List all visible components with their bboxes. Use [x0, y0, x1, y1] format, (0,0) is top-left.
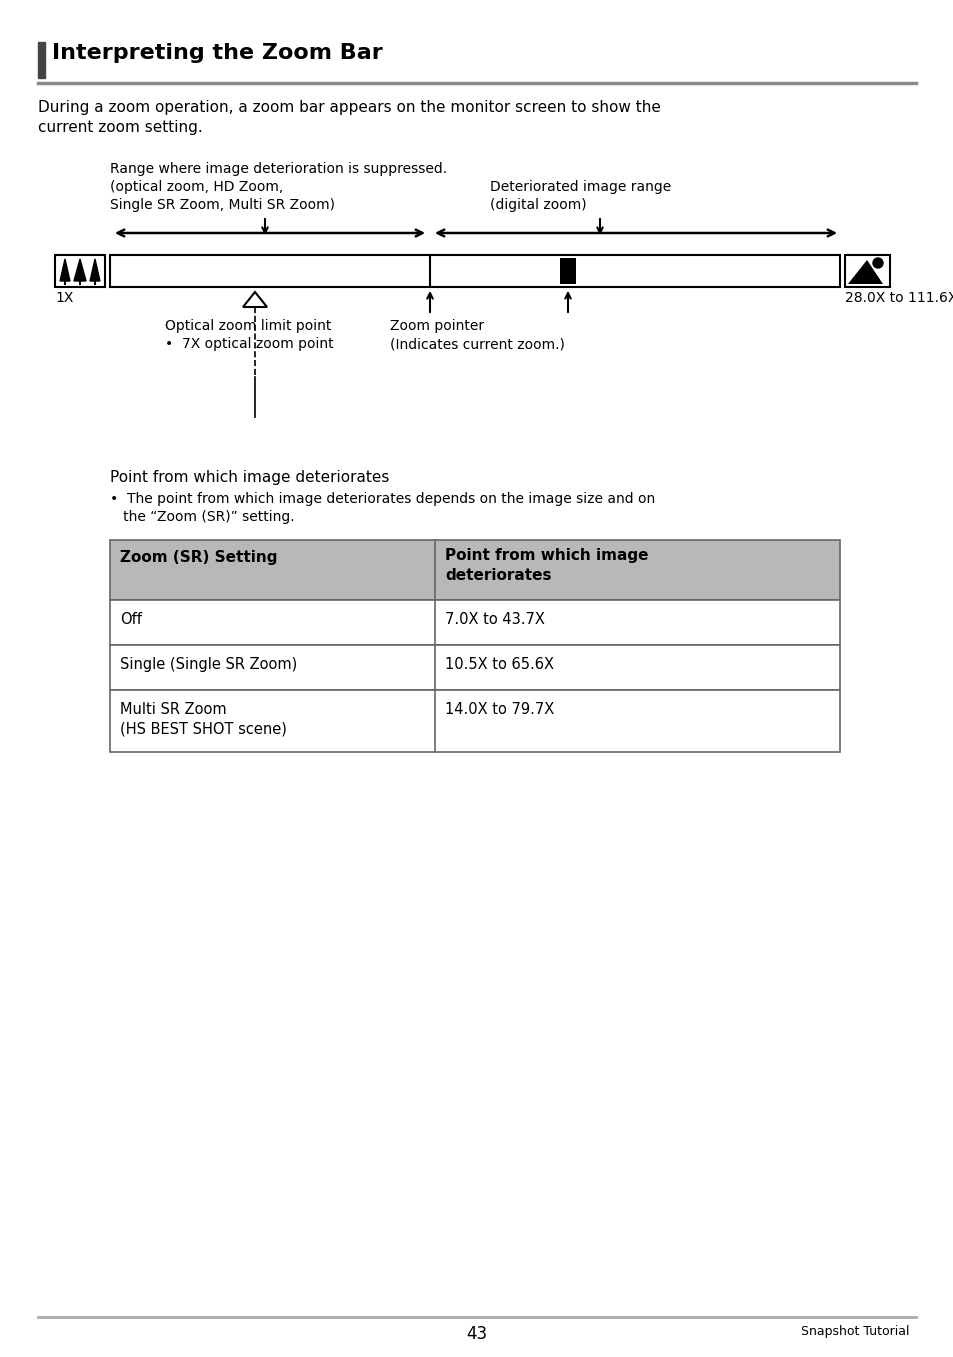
Text: 14.0X to 79.7X: 14.0X to 79.7X	[444, 702, 554, 716]
Text: 1X: 1X	[55, 290, 73, 305]
Polygon shape	[243, 292, 267, 307]
Text: (optical zoom, HD Zoom,: (optical zoom, HD Zoom,	[110, 180, 283, 194]
Text: Point from which image
deteriorates: Point from which image deteriorates	[444, 548, 648, 582]
Text: 43: 43	[466, 1324, 487, 1343]
Text: (digital zoom): (digital zoom)	[490, 198, 586, 212]
Bar	[110, 689, 840, 752]
Text: During a zoom operation, a zoom bar appears on the monitor screen to show the: During a zoom operation, a zoom bar appe…	[38, 100, 660, 115]
Text: Zoom pointer: Zoom pointer	[390, 319, 483, 332]
Text: current zoom setting.: current zoom setting.	[38, 119, 203, 134]
Text: Off: Off	[120, 612, 142, 627]
Polygon shape	[74, 259, 86, 281]
Text: 28.0X to 111.6X: 28.0X to 111.6X	[844, 290, 953, 305]
Bar	[559, 258, 576, 284]
Polygon shape	[847, 261, 882, 284]
Text: Interpreting the Zoom Bar: Interpreting the Zoom Bar	[52, 43, 382, 62]
Bar	[844, 255, 889, 286]
Text: Range where image deterioration is suppressed.: Range where image deterioration is suppr…	[110, 161, 447, 176]
Text: Point from which image deteriorates: Point from which image deteriorates	[110, 470, 389, 484]
Text: •  7X optical zoom point: • 7X optical zoom point	[165, 337, 334, 351]
Text: (Indicates current zoom.): (Indicates current zoom.)	[390, 337, 564, 351]
Text: the “Zoom (SR)” setting.: the “Zoom (SR)” setting.	[110, 510, 294, 524]
Polygon shape	[90, 259, 100, 281]
Bar	[110, 645, 840, 689]
Bar	[55, 255, 105, 286]
Polygon shape	[60, 259, 70, 281]
Bar	[38, 42, 45, 77]
Circle shape	[872, 258, 882, 267]
Text: Single SR Zoom, Multi SR Zoom): Single SR Zoom, Multi SR Zoom)	[110, 198, 335, 212]
Text: •  The point from which image deteriorates depends on the image size and on: • The point from which image deteriorate…	[110, 493, 655, 506]
Text: Single (Single SR Zoom): Single (Single SR Zoom)	[120, 657, 297, 672]
Text: Optical zoom limit point: Optical zoom limit point	[165, 319, 331, 332]
Text: Zoom (SR) Setting: Zoom (SR) Setting	[120, 550, 277, 565]
Bar	[110, 600, 840, 645]
Bar	[110, 540, 840, 600]
Text: Deteriorated image range: Deteriorated image range	[490, 180, 671, 194]
Text: Multi SR Zoom
(HS BEST SHOT scene): Multi SR Zoom (HS BEST SHOT scene)	[120, 702, 287, 737]
Text: 7.0X to 43.7X: 7.0X to 43.7X	[444, 612, 544, 627]
Text: Snapshot Tutorial: Snapshot Tutorial	[801, 1324, 909, 1338]
Text: 10.5X to 65.6X: 10.5X to 65.6X	[444, 657, 554, 672]
Bar	[110, 255, 840, 286]
